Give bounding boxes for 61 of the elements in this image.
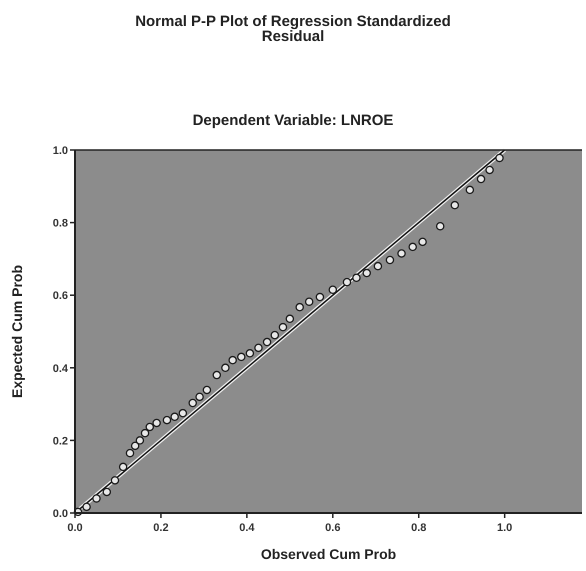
point (254, 344, 263, 352)
point (495, 154, 504, 162)
point (278, 322, 288, 332)
y-axis-title: Expected Cum Prob (9, 264, 25, 398)
y-tick-label: 0.2 (52, 435, 68, 448)
point (386, 256, 394, 264)
point (126, 448, 134, 458)
point (195, 392, 204, 402)
point (136, 436, 144, 445)
point (140, 428, 150, 438)
point (110, 476, 120, 485)
point (130, 442, 140, 450)
x-tick-label: 0.8 (411, 522, 426, 534)
x-tick-label: 0.4 (239, 522, 256, 534)
point (476, 174, 486, 184)
point (92, 494, 101, 503)
x-tick-label: 1.0 (497, 522, 512, 534)
point (118, 462, 128, 472)
point (316, 292, 324, 302)
point (82, 502, 91, 512)
point (170, 412, 179, 422)
point (102, 488, 112, 496)
point (418, 238, 427, 246)
point (228, 356, 237, 364)
point (270, 330, 280, 340)
chart-title: Normal P-P Plot of Regression Standardized Residual (135, 13, 451, 45)
point (212, 370, 222, 380)
point (485, 166, 494, 174)
point (408, 242, 417, 252)
x-tick-label: 0.6 (325, 522, 340, 534)
y-tick-label: 0.4 (52, 362, 69, 375)
point (397, 249, 406, 258)
y-tick-label: 0.6 (52, 290, 68, 302)
x-tick-label: 0.0 (67, 522, 83, 534)
point (466, 186, 474, 194)
point (188, 398, 197, 408)
point (304, 297, 314, 306)
point (262, 338, 272, 346)
y-tick-label: 1.0 (52, 145, 68, 157)
x-tick-label: 0.2 (153, 522, 169, 534)
point (362, 268, 371, 278)
point (352, 274, 361, 282)
chart-subtitle: Dependent Variable: LNROE (192, 112, 394, 129)
point (342, 278, 352, 286)
point (178, 408, 188, 418)
point (286, 314, 294, 324)
y-tick-label: 0.0 (52, 508, 68, 520)
point (328, 286, 338, 294)
point (202, 386, 212, 394)
point (295, 302, 304, 312)
y-tick-label: 0.8 (52, 218, 68, 230)
point (162, 416, 172, 424)
point (436, 222, 444, 230)
point (374, 262, 382, 270)
x-axis-title: Observed Cum Prob (260, 546, 396, 562)
point (146, 422, 154, 432)
point (450, 200, 460, 210)
point (152, 418, 161, 428)
point (237, 352, 246, 362)
point (221, 364, 230, 372)
point (246, 349, 254, 358)
